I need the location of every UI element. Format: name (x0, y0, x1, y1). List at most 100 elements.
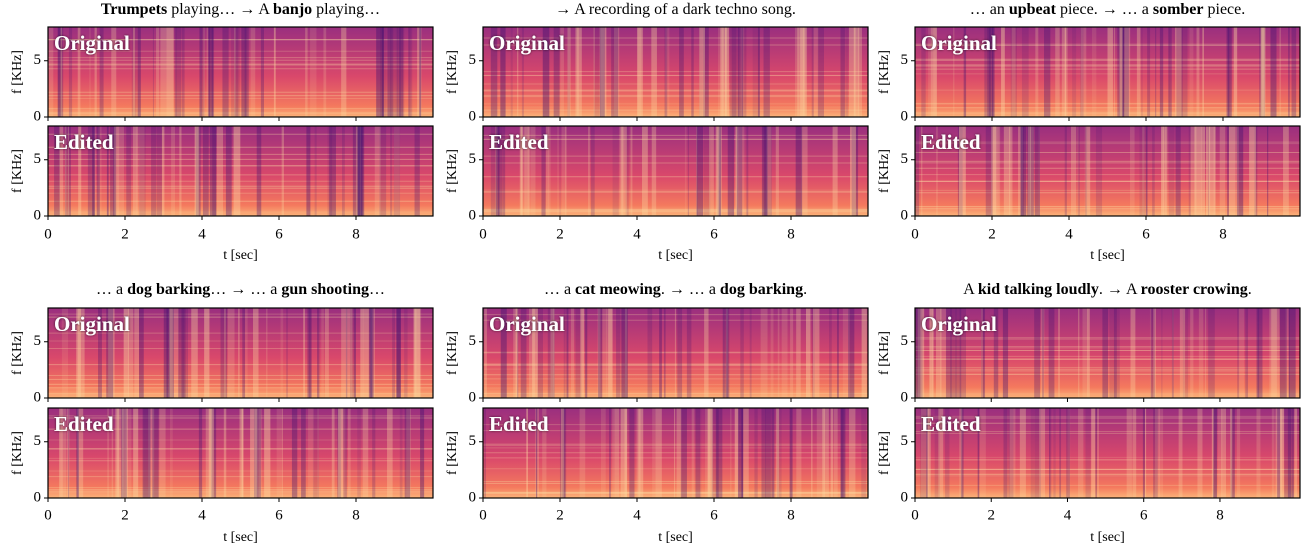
stripe (1168, 27, 1172, 117)
subplot-label: Edited (921, 412, 981, 436)
stripe (179, 126, 182, 216)
stripe (624, 308, 628, 398)
stripe (1217, 408, 1223, 498)
panel-title: … an upbeat piece. → … a somber piece. (970, 1, 1246, 18)
stripe (833, 408, 838, 498)
stripe (677, 308, 683, 398)
y-tick-label: 5 (34, 333, 42, 349)
stripe (1236, 408, 1241, 498)
stripe (600, 408, 606, 498)
stripe (1277, 408, 1281, 498)
stripe (695, 408, 702, 498)
stripe (763, 126, 769, 216)
subplot-label: Edited (54, 412, 114, 436)
stripe (674, 408, 676, 498)
y-axis-label: f [KHz] (445, 331, 460, 375)
stripe (537, 308, 543, 398)
stripe (379, 126, 387, 216)
stripe (704, 308, 709, 398)
y-tick-label: 0 (34, 108, 42, 124)
stripe (341, 308, 348, 398)
stripe (331, 408, 335, 498)
stripe (209, 408, 214, 498)
stripe (794, 27, 799, 117)
stripe (1196, 27, 1200, 117)
stripe (1190, 308, 1194, 398)
stripe (1188, 126, 1191, 216)
spectrogram-background (483, 126, 868, 216)
stripe (992, 27, 995, 117)
stripe (998, 126, 1001, 216)
stripe (547, 308, 555, 398)
stripe (1169, 27, 1171, 117)
panel-title: … a cat meowing. → … a dog barking. (544, 281, 807, 298)
x-tick-label: 6 (710, 226, 718, 242)
stripe (361, 126, 365, 216)
stripe (1077, 126, 1080, 216)
panel-title: → A recording of a dark techno song. (555, 1, 796, 18)
stripe (849, 408, 856, 498)
stripe (553, 308, 555, 398)
stripe (915, 126, 920, 216)
stripe (1279, 308, 1287, 398)
stripe (1080, 27, 1087, 117)
stripe (526, 408, 529, 498)
stripe (722, 308, 725, 398)
stripe (1153, 408, 1158, 498)
stripe (707, 408, 714, 498)
stripe (260, 27, 265, 117)
stripe (199, 27, 205, 117)
stripe (576, 27, 582, 117)
stripe (676, 408, 682, 498)
title-segment: A (963, 281, 978, 298)
stripe (111, 408, 114, 498)
subplot-label: Original (54, 312, 130, 336)
stripe (1178, 408, 1183, 498)
stripe (789, 408, 793, 498)
stripe (174, 27, 177, 117)
spectrogram-background (915, 27, 1300, 117)
stripe (1276, 308, 1280, 398)
stripe (342, 126, 345, 216)
stripe (1230, 408, 1233, 498)
stripe (955, 308, 962, 398)
x-tick-label: 2 (987, 507, 995, 523)
stripe (87, 126, 95, 216)
stripe (495, 126, 498, 216)
subplot-label: Edited (489, 412, 549, 436)
stripe (502, 126, 506, 216)
stripe (396, 27, 404, 117)
stripe (535, 408, 540, 498)
stripe (1189, 27, 1194, 117)
stripe (216, 126, 224, 216)
stripe (588, 126, 590, 216)
stripe (1058, 308, 1060, 398)
stripe (630, 126, 633, 216)
x-tick-label: 8 (1216, 507, 1224, 523)
stripe (717, 27, 724, 117)
stripe (1061, 27, 1068, 117)
spectrogram-image (915, 408, 1300, 498)
stripe (734, 408, 739, 498)
stripe (148, 408, 155, 498)
stripe (929, 308, 934, 398)
stripe (413, 308, 417, 398)
stripe (394, 27, 398, 117)
stripe (637, 27, 644, 117)
stripe (61, 308, 69, 398)
spectrogram-image (48, 308, 433, 398)
axes-frame (47, 407, 434, 499)
stripe (414, 126, 420, 216)
stripe (935, 308, 942, 398)
stripe (830, 408, 834, 498)
stripe (1067, 408, 1071, 498)
stripe (614, 27, 620, 117)
stripe (1227, 27, 1230, 117)
stripe (139, 308, 144, 398)
stripe (548, 126, 551, 216)
stripe (979, 408, 986, 498)
stripe (362, 408, 369, 498)
stripe (1226, 27, 1232, 117)
stripe (255, 408, 259, 498)
stripe (741, 27, 747, 117)
